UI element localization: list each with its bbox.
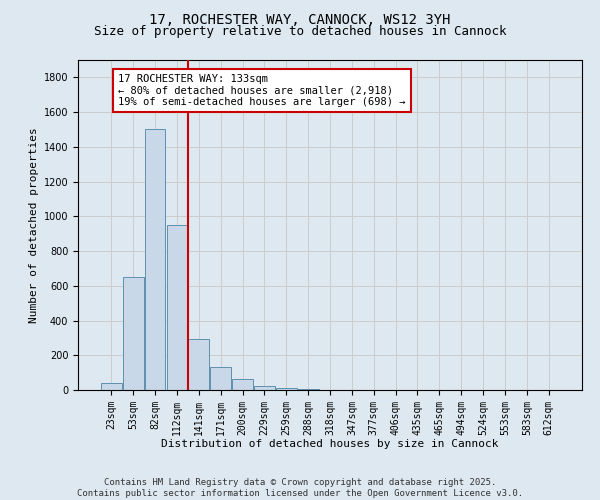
Bar	[276, 388, 296, 390]
Bar	[188, 339, 209, 390]
Bar	[167, 225, 187, 390]
Text: 17 ROCHESTER WAY: 133sqm
← 80% of detached houses are smaller (2,918)
19% of sem: 17 ROCHESTER WAY: 133sqm ← 80% of detach…	[118, 74, 406, 107]
X-axis label: Distribution of detached houses by size in Cannock: Distribution of detached houses by size …	[161, 439, 499, 449]
Bar	[123, 277, 143, 390]
Bar	[298, 389, 319, 390]
Text: 17, ROCHESTER WAY, CANNOCK, WS12 3YH: 17, ROCHESTER WAY, CANNOCK, WS12 3YH	[149, 12, 451, 26]
Bar	[101, 383, 122, 390]
Text: Contains HM Land Registry data © Crown copyright and database right 2025.
Contai: Contains HM Land Registry data © Crown c…	[77, 478, 523, 498]
Bar	[145, 130, 166, 390]
Bar	[254, 386, 275, 390]
Y-axis label: Number of detached properties: Number of detached properties	[29, 127, 40, 323]
Text: Size of property relative to detached houses in Cannock: Size of property relative to detached ho…	[94, 25, 506, 38]
Bar	[210, 368, 231, 390]
Bar	[232, 378, 253, 390]
